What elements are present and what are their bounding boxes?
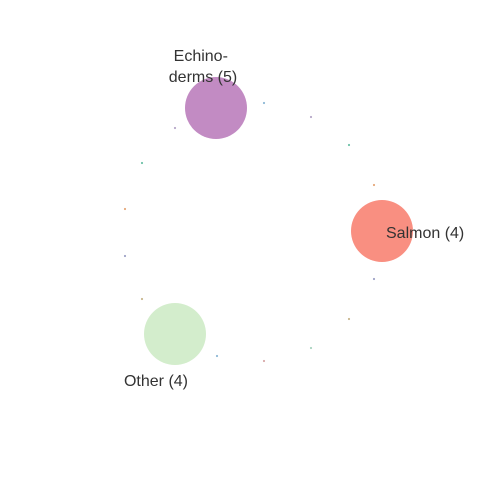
node-label-line: Other (4) bbox=[124, 373, 188, 390]
minor-node bbox=[140, 161, 144, 165]
minor-node bbox=[173, 126, 177, 130]
node-salmon[interactable] bbox=[351, 200, 413, 262]
minor-node bbox=[140, 297, 144, 301]
minor-node bbox=[123, 207, 127, 211]
minor-node bbox=[262, 101, 266, 105]
minor-node bbox=[372, 277, 376, 281]
node-label-line: Salmon (4) bbox=[386, 225, 464, 242]
minor-node bbox=[215, 354, 219, 358]
node-label-other: Other (4) bbox=[124, 373, 188, 390]
minor-node bbox=[347, 143, 351, 147]
node-label-salmon: Salmon (4) bbox=[386, 225, 464, 242]
node-other[interactable] bbox=[144, 303, 206, 365]
minor-node bbox=[262, 359, 266, 363]
minor-nodes bbox=[123, 101, 376, 363]
node-label-line: derms (5) bbox=[169, 69, 237, 86]
node-label-line: Echino- bbox=[174, 48, 228, 65]
minor-node bbox=[309, 115, 313, 119]
node-label-echinoderms: Echino- derms (5) bbox=[169, 48, 237, 86]
node-echinoderms[interactable] bbox=[185, 77, 247, 139]
minor-node bbox=[309, 346, 313, 350]
minor-node bbox=[372, 183, 376, 187]
minor-node bbox=[123, 254, 127, 258]
minor-node bbox=[347, 317, 351, 321]
